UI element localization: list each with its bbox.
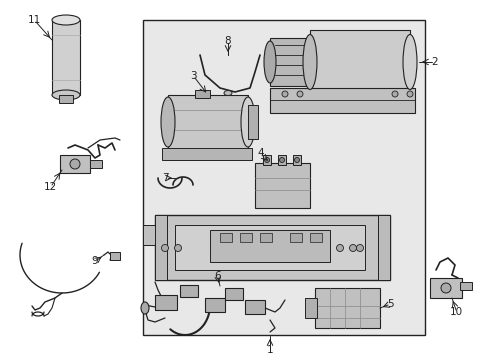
Text: 7: 7	[162, 173, 168, 183]
Bar	[175, 225, 364, 270]
Text: 8: 8	[224, 36, 231, 46]
Bar	[260, 233, 271, 242]
Ellipse shape	[141, 302, 149, 314]
Ellipse shape	[279, 158, 284, 162]
Ellipse shape	[52, 15, 80, 25]
Bar	[263, 155, 270, 165]
Ellipse shape	[282, 91, 287, 97]
Text: 4: 4	[257, 148, 263, 158]
Ellipse shape	[406, 91, 412, 97]
Bar	[52, 20, 80, 95]
Bar	[195, 90, 209, 98]
Bar	[240, 233, 251, 242]
Bar	[314, 288, 379, 328]
Ellipse shape	[391, 91, 397, 97]
Ellipse shape	[294, 158, 299, 162]
Text: 10: 10	[449, 307, 462, 317]
Bar	[180, 285, 198, 297]
Ellipse shape	[349, 244, 356, 252]
Text: 5: 5	[386, 299, 393, 309]
Ellipse shape	[296, 91, 303, 97]
Ellipse shape	[241, 97, 254, 147]
Bar	[142, 225, 157, 245]
Bar	[204, 298, 224, 312]
Ellipse shape	[70, 159, 80, 169]
Ellipse shape	[52, 90, 80, 100]
Ellipse shape	[303, 35, 316, 90]
Bar	[155, 295, 177, 310]
Ellipse shape	[336, 244, 343, 252]
Bar	[60, 155, 90, 173]
Ellipse shape	[161, 97, 175, 147]
Bar	[142, 20, 424, 335]
Bar	[278, 155, 285, 165]
Bar	[309, 30, 409, 95]
Bar	[90, 160, 102, 168]
Bar	[459, 282, 471, 290]
Text: 12: 12	[44, 182, 57, 192]
Bar	[224, 288, 243, 300]
Bar	[309, 233, 321, 242]
Text: 2: 2	[430, 57, 437, 67]
Bar	[209, 230, 329, 262]
Bar	[269, 88, 414, 113]
Bar	[292, 155, 301, 165]
Bar	[244, 300, 264, 314]
Bar	[110, 252, 120, 260]
Bar	[59, 95, 73, 103]
Ellipse shape	[264, 158, 269, 162]
Bar	[269, 38, 311, 86]
Ellipse shape	[224, 90, 231, 95]
Bar	[429, 278, 461, 298]
Bar	[155, 215, 389, 280]
Text: 6: 6	[214, 271, 220, 281]
Ellipse shape	[161, 244, 168, 252]
Bar	[247, 105, 258, 139]
Ellipse shape	[174, 244, 181, 252]
Text: 11: 11	[28, 15, 41, 25]
Ellipse shape	[264, 41, 275, 83]
Bar	[155, 215, 167, 280]
Ellipse shape	[402, 35, 416, 90]
Bar	[305, 298, 316, 318]
Bar	[377, 215, 389, 280]
Text: 1: 1	[266, 345, 273, 355]
Bar	[168, 95, 247, 150]
Ellipse shape	[440, 283, 450, 293]
Bar	[162, 148, 251, 160]
Bar	[220, 233, 231, 242]
Bar	[289, 233, 302, 242]
Ellipse shape	[356, 244, 363, 252]
Text: 3: 3	[190, 71, 197, 81]
Bar	[254, 163, 309, 208]
Text: 9: 9	[92, 256, 98, 266]
